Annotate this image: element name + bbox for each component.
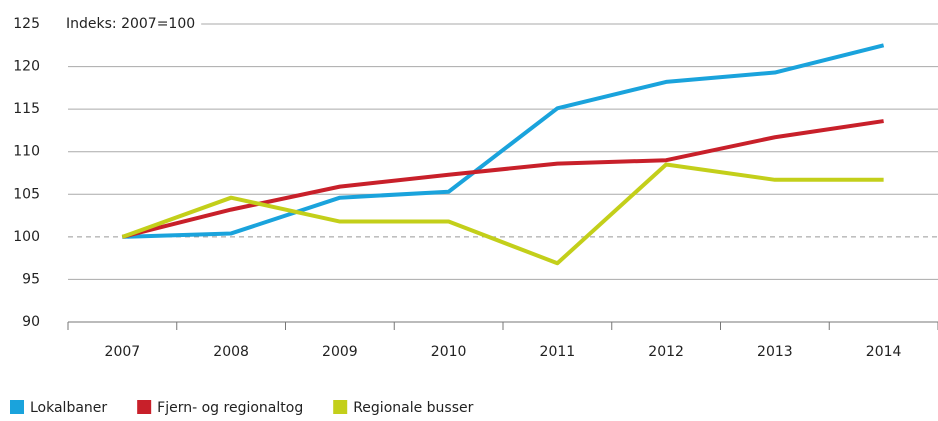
- legend-swatch: [10, 400, 24, 414]
- x-tick-label: 2013: [757, 344, 793, 360]
- x-tick-label: 2012: [648, 344, 684, 360]
- x-tick-label: 2011: [540, 344, 576, 360]
- legend-label: Fjern- og regionaltog: [157, 400, 303, 416]
- y-tick-label: 115: [13, 101, 40, 117]
- y-tick-label: 125: [13, 16, 40, 32]
- legend-swatch: [137, 400, 152, 414]
- y-tick-label: 100: [13, 229, 40, 245]
- y-tick-label: 95: [22, 271, 40, 287]
- y-tick-label: 120: [13, 59, 40, 75]
- line-series: [121, 162, 884, 266]
- x-tick-label: 2010: [431, 344, 467, 360]
- annotation: Indeks: 2007=100: [66, 16, 195, 32]
- line-series: [122, 43, 885, 239]
- line-series: [121, 119, 884, 239]
- x-tick-label: 2009: [322, 344, 358, 360]
- y-tick-label: 90: [22, 314, 40, 330]
- legend-swatch: [333, 400, 348, 414]
- x-tick-label: 2008: [213, 344, 249, 360]
- y-tick-label: 105: [13, 186, 40, 202]
- legend-label: Regionale busser: [353, 400, 473, 416]
- x-tick-label: 2014: [866, 344, 902, 360]
- legend-label: Lokalbaner: [30, 400, 107, 416]
- y-tick-label: 110: [13, 144, 40, 160]
- x-tick-label: 2007: [105, 344, 141, 360]
- annotation-bg: [64, 16, 202, 32]
